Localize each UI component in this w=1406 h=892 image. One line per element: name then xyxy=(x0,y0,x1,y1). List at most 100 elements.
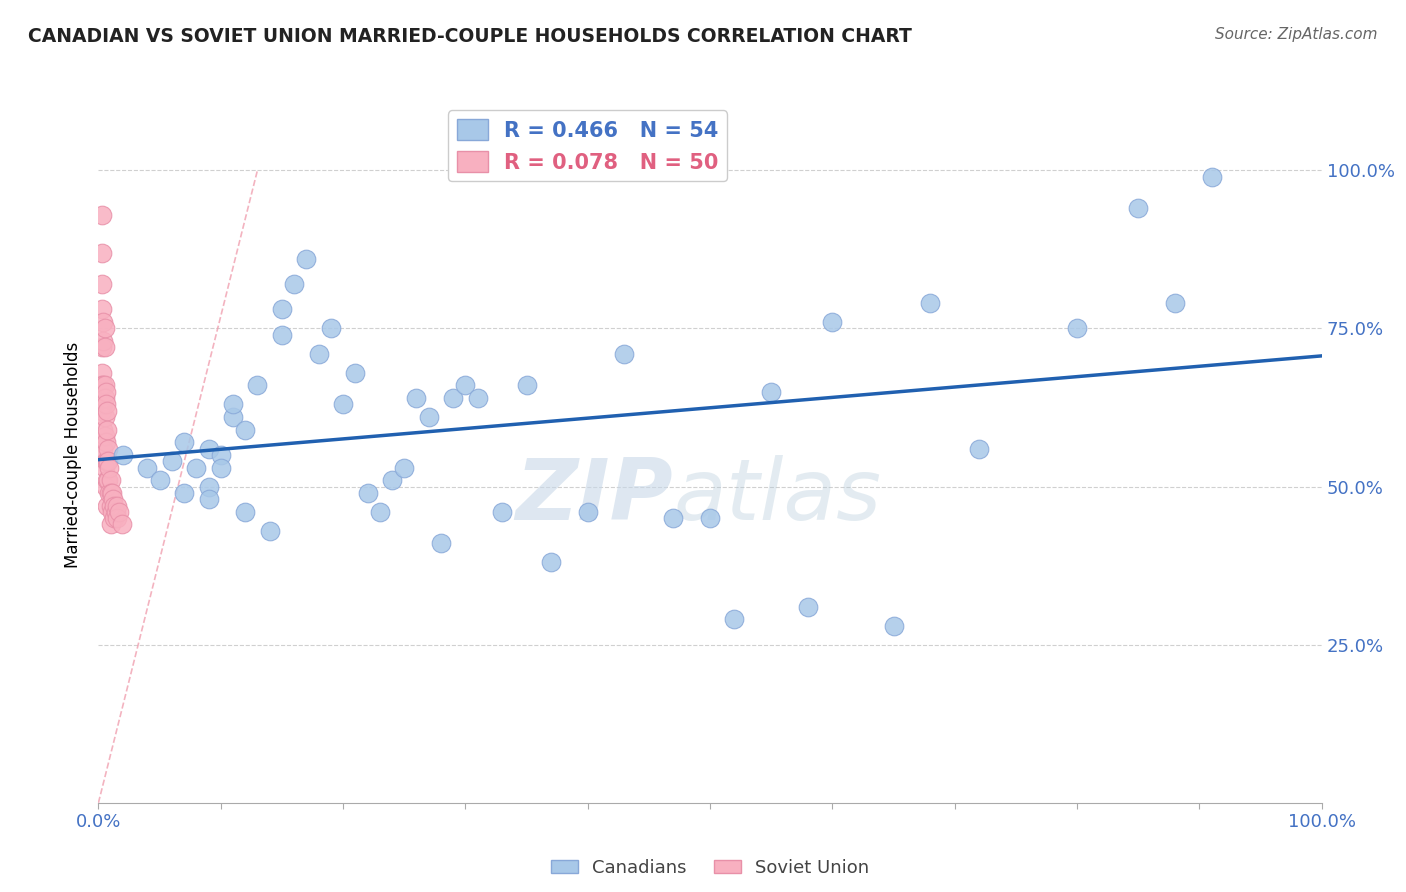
Point xyxy=(613,347,636,361)
Legend: Canadians, Soviet Union: Canadians, Soviet Union xyxy=(544,852,876,884)
Point xyxy=(100,486,122,500)
Point xyxy=(430,536,453,550)
Point xyxy=(93,340,115,354)
Point xyxy=(197,442,219,456)
Point xyxy=(93,378,115,392)
Point xyxy=(103,499,125,513)
Point xyxy=(723,612,745,626)
Point xyxy=(108,505,131,519)
Point xyxy=(259,524,281,538)
Point xyxy=(97,454,120,468)
Point xyxy=(91,340,114,354)
Point xyxy=(797,599,820,614)
Point xyxy=(94,384,117,399)
Point xyxy=(392,460,416,475)
Point xyxy=(270,302,294,317)
Point xyxy=(381,473,404,487)
Point xyxy=(100,517,122,532)
Point xyxy=(91,397,114,411)
Point xyxy=(662,511,685,525)
Point xyxy=(761,384,783,399)
Point xyxy=(515,378,537,392)
Point xyxy=(93,429,115,443)
Point xyxy=(91,403,114,417)
Point xyxy=(576,505,599,519)
Point xyxy=(105,511,128,525)
Point xyxy=(821,315,844,329)
Point xyxy=(209,448,232,462)
Point xyxy=(246,378,269,392)
Point xyxy=(91,442,114,456)
Point xyxy=(96,454,118,468)
Point xyxy=(233,423,256,437)
Point xyxy=(94,479,117,493)
Point xyxy=(332,397,354,411)
Point xyxy=(101,486,124,500)
Text: ZIP: ZIP xyxy=(516,455,673,538)
Point xyxy=(96,473,118,487)
Point xyxy=(222,409,245,424)
Text: CANADIAN VS SOVIET UNION MARRIED-COUPLE HOUSEHOLDS CORRELATION CHART: CANADIAN VS SOVIET UNION MARRIED-COUPLE … xyxy=(28,27,912,45)
Point xyxy=(344,366,367,380)
Point xyxy=(491,505,513,519)
Point xyxy=(454,378,477,392)
Point xyxy=(91,277,114,292)
Point xyxy=(96,499,118,513)
Point xyxy=(270,327,294,342)
Point xyxy=(295,252,318,266)
Y-axis label: Married-couple Households: Married-couple Households xyxy=(65,342,83,568)
Point xyxy=(93,409,115,424)
Point xyxy=(136,460,159,475)
Point xyxy=(356,486,378,500)
Point xyxy=(91,378,114,392)
Point xyxy=(308,347,330,361)
Point xyxy=(93,321,115,335)
Point xyxy=(91,208,114,222)
Point xyxy=(97,473,120,487)
Point xyxy=(967,442,990,456)
Point xyxy=(98,460,121,475)
Point xyxy=(540,556,562,570)
Point xyxy=(96,403,118,417)
Point xyxy=(98,486,121,500)
Point xyxy=(91,315,114,329)
Point xyxy=(160,454,183,468)
Point xyxy=(149,473,172,487)
Point xyxy=(91,245,114,260)
Point xyxy=(100,473,122,487)
Point xyxy=(101,492,124,507)
Point xyxy=(1066,321,1088,335)
Point xyxy=(103,511,125,525)
Point xyxy=(91,334,114,348)
Point xyxy=(883,618,905,632)
Point xyxy=(222,397,245,411)
Point xyxy=(368,505,391,519)
Point xyxy=(209,460,232,475)
Point xyxy=(94,397,117,411)
Point xyxy=(233,505,256,519)
Point xyxy=(111,517,134,532)
Point xyxy=(197,479,219,493)
Point xyxy=(105,499,128,513)
Point xyxy=(100,499,122,513)
Point xyxy=(91,366,114,380)
Point xyxy=(104,505,127,519)
Point xyxy=(1128,201,1150,215)
Point xyxy=(101,505,124,519)
Point xyxy=(96,423,118,437)
Point xyxy=(467,391,489,405)
Point xyxy=(1201,169,1223,184)
Text: atlas: atlas xyxy=(673,455,882,538)
Point xyxy=(186,460,208,475)
Point xyxy=(173,486,195,500)
Point xyxy=(441,391,464,405)
Point xyxy=(920,296,942,310)
Point xyxy=(94,435,117,450)
Point xyxy=(91,423,114,437)
Point xyxy=(173,435,195,450)
Point xyxy=(93,460,115,475)
Point xyxy=(111,448,134,462)
Point xyxy=(93,391,115,405)
Point xyxy=(1164,296,1187,310)
Point xyxy=(283,277,305,292)
